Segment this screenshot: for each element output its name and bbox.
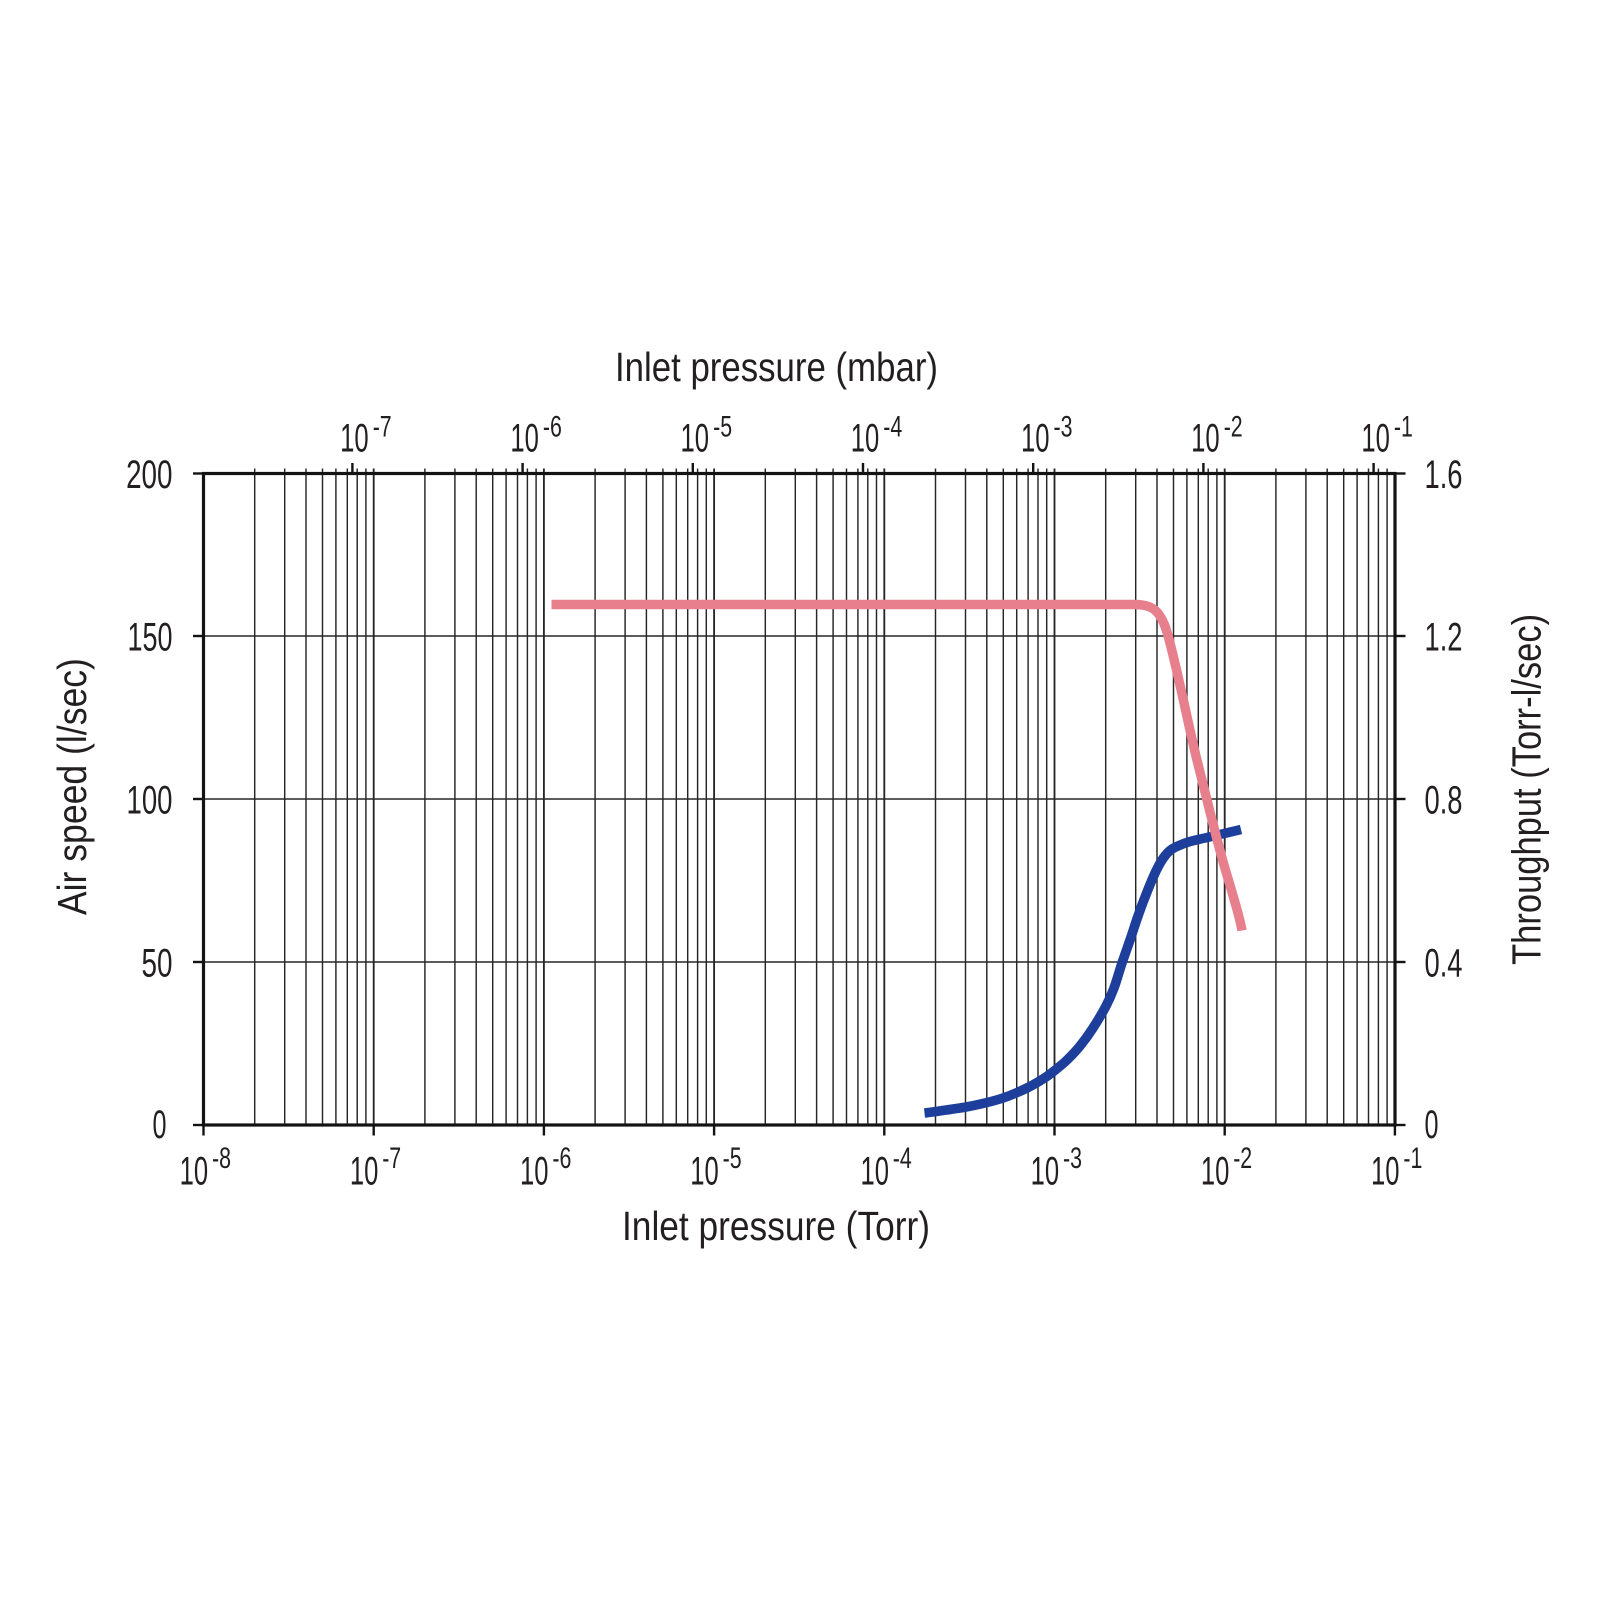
svg-text:1.2: 1.2 bbox=[1425, 616, 1463, 660]
svg-text:Air speed (l/sec): Air speed (l/sec) bbox=[49, 658, 95, 915]
svg-text:-1: -1 bbox=[1403, 1142, 1422, 1175]
svg-text:10: 10 bbox=[690, 1150, 719, 1194]
svg-text:10: 10 bbox=[1201, 1150, 1230, 1194]
svg-text:0.8: 0.8 bbox=[1425, 779, 1463, 823]
svg-text:-5: -5 bbox=[713, 411, 732, 444]
svg-text:-7: -7 bbox=[373, 411, 392, 444]
svg-text:-3: -3 bbox=[1054, 411, 1073, 444]
svg-text:10: 10 bbox=[1031, 1150, 1060, 1194]
svg-text:10: 10 bbox=[350, 1150, 379, 1194]
svg-text:-4: -4 bbox=[883, 411, 902, 444]
svg-text:0: 0 bbox=[1425, 1103, 1439, 1147]
svg-text:0: 0 bbox=[153, 1103, 167, 1147]
svg-text:50: 50 bbox=[142, 942, 173, 986]
svg-text:100: 100 bbox=[127, 779, 173, 823]
svg-text:-6: -6 bbox=[543, 411, 562, 444]
svg-text:150: 150 bbox=[128, 616, 173, 660]
svg-text:200: 200 bbox=[126, 453, 172, 497]
svg-text:-7: -7 bbox=[382, 1142, 401, 1175]
svg-text:10: 10 bbox=[180, 1150, 209, 1194]
svg-text:Inlet pressure (mbar): Inlet pressure (mbar) bbox=[615, 344, 938, 390]
svg-text:-5: -5 bbox=[723, 1142, 742, 1175]
svg-text:-2: -2 bbox=[1224, 411, 1243, 444]
svg-text:10: 10 bbox=[1371, 1150, 1400, 1194]
svg-text:10: 10 bbox=[1021, 416, 1050, 460]
svg-text:-8: -8 bbox=[212, 1142, 231, 1175]
svg-text:10: 10 bbox=[851, 416, 880, 460]
svg-text:Inlet pressure (Torr): Inlet pressure (Torr) bbox=[622, 1203, 930, 1249]
svg-text:10: 10 bbox=[520, 1150, 549, 1194]
svg-text:10: 10 bbox=[340, 416, 369, 460]
svg-text:-4: -4 bbox=[893, 1142, 912, 1175]
svg-text:Throughput (Torr-l/sec): Throughput (Torr-l/sec) bbox=[1504, 614, 1550, 965]
svg-text:10: 10 bbox=[1361, 416, 1390, 460]
svg-text:-1: -1 bbox=[1394, 411, 1413, 444]
svg-text:10: 10 bbox=[1191, 416, 1220, 460]
svg-text:1.6: 1.6 bbox=[1425, 453, 1463, 497]
svg-text:-2: -2 bbox=[1233, 1142, 1252, 1175]
svg-text:10: 10 bbox=[681, 416, 710, 460]
svg-text:10: 10 bbox=[510, 416, 539, 460]
svg-text:10: 10 bbox=[860, 1150, 889, 1194]
svg-text:-6: -6 bbox=[552, 1142, 571, 1175]
svg-text:0.4: 0.4 bbox=[1425, 942, 1463, 986]
svg-text:-3: -3 bbox=[1063, 1142, 1082, 1175]
